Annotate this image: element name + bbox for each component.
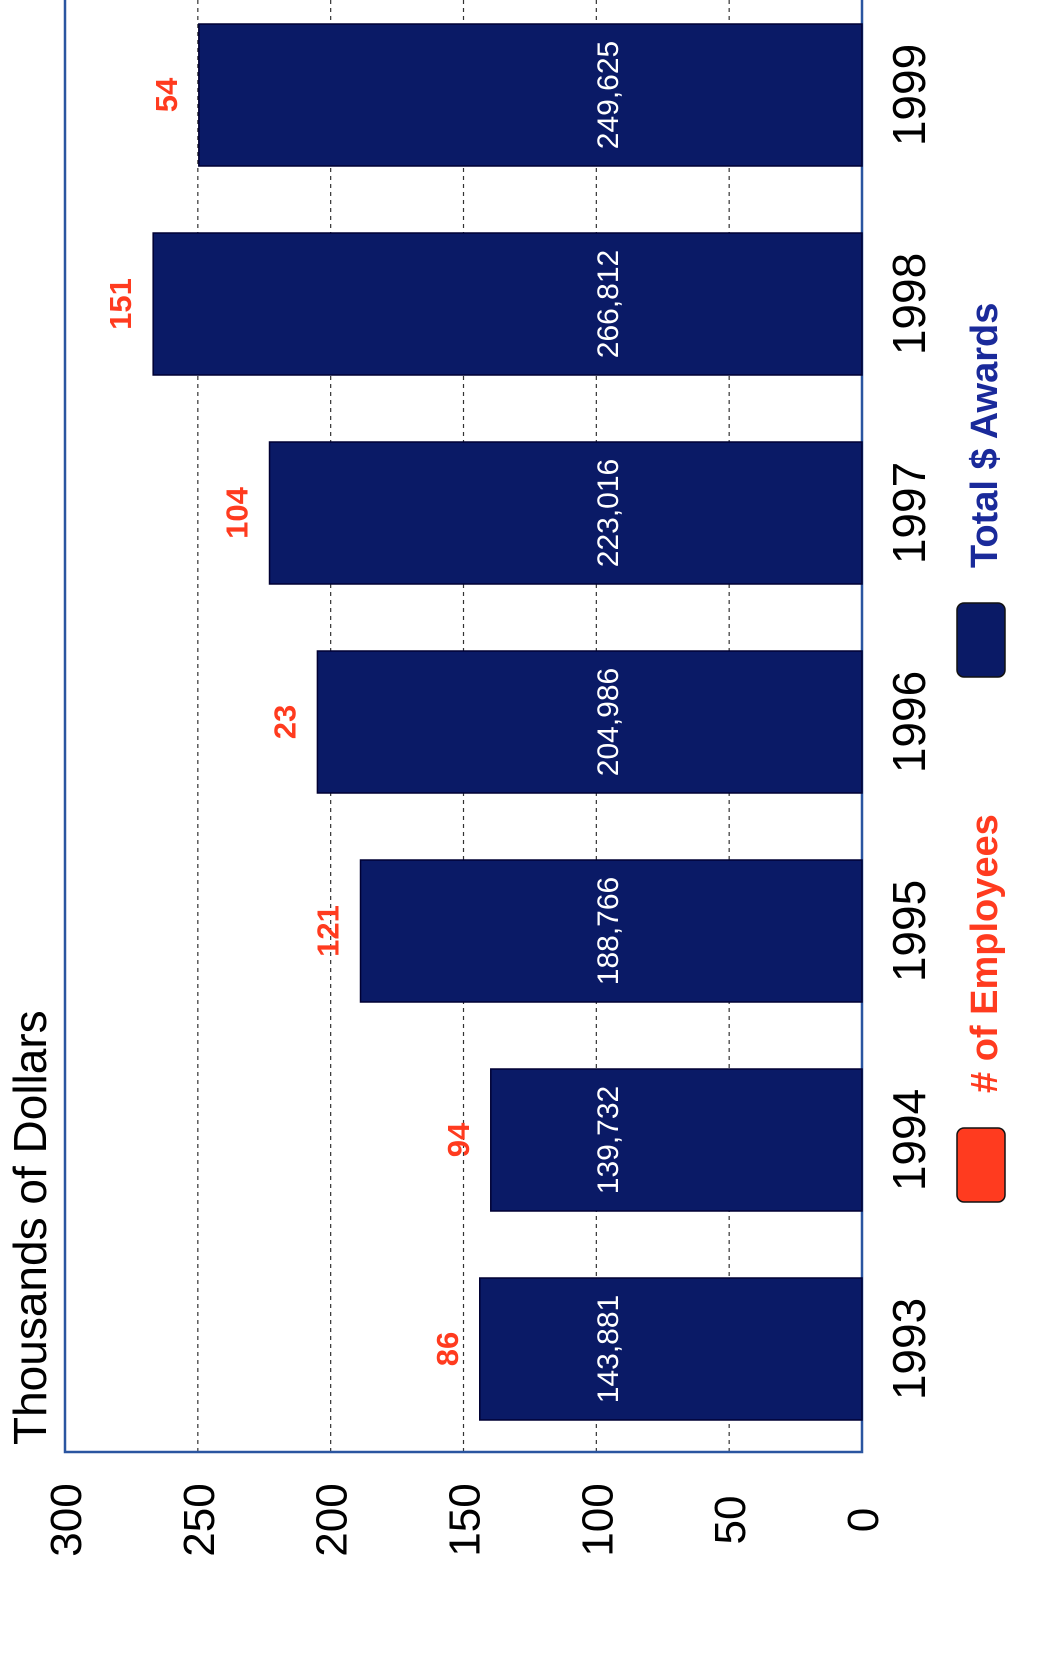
bar-1993 bbox=[479, 1277, 863, 1421]
category-label: 1997 bbox=[883, 462, 935, 564]
category-label: 1995 bbox=[883, 880, 935, 982]
legend-swatch bbox=[956, 1127, 1006, 1203]
bar-value-label: 249,625 bbox=[592, 41, 625, 149]
bar-1994 bbox=[490, 1068, 863, 1212]
employee-count-label: 121 bbox=[311, 905, 346, 957]
employee-count-label: 54 bbox=[149, 77, 184, 112]
category-label: 1998 bbox=[883, 253, 935, 355]
bar-value-label: 143,881 bbox=[592, 1295, 625, 1403]
tick-label: 200 bbox=[308, 1483, 357, 1556]
bar-1999 bbox=[198, 23, 863, 167]
tick-label: 150 bbox=[441, 1483, 490, 1556]
plot-group: 143,881 86 1993 139,732 94 1994 188,766 121 1995… bbox=[4, 0, 1006, 1557]
employee-count-label: 23 bbox=[267, 705, 302, 739]
bar-value-label: 266,812 bbox=[592, 250, 625, 358]
bar-1996 bbox=[316, 650, 863, 794]
legend-label: # of Employees bbox=[964, 814, 1006, 1093]
legend-label: Total $ Awards bbox=[964, 303, 1006, 568]
tick-label: 300 bbox=[42, 1483, 91, 1556]
axis-title: Thousands of Dollars bbox=[4, 1010, 56, 1445]
bar-value-label: 139,732 bbox=[592, 1086, 625, 1194]
employee-count-label: 151 bbox=[103, 278, 138, 330]
tick-label: 100 bbox=[573, 1483, 622, 1556]
category-label: 1993 bbox=[883, 1298, 935, 1400]
bar-1998 bbox=[152, 232, 863, 376]
category-label: 1994 bbox=[883, 1089, 935, 1191]
bar-value-label: 204,986 bbox=[592, 668, 625, 776]
bar-value-label: 223,016 bbox=[592, 459, 625, 567]
bar-value-label: 188,766 bbox=[592, 877, 625, 985]
employee-count-label: 94 bbox=[441, 1122, 476, 1157]
bar-1995 bbox=[359, 859, 863, 1003]
tick-label: 250 bbox=[175, 1483, 224, 1556]
employee-count-label: 104 bbox=[220, 486, 255, 538]
bar-1997 bbox=[268, 441, 863, 585]
employee-count-label: 86 bbox=[430, 1332, 465, 1366]
tick-label: 50 bbox=[706, 1496, 755, 1545]
tick-label: 0 bbox=[839, 1508, 888, 1532]
category-label: 1999 bbox=[883, 44, 935, 146]
legend-swatch bbox=[956, 602, 1006, 678]
category-label: 1996 bbox=[883, 671, 935, 773]
